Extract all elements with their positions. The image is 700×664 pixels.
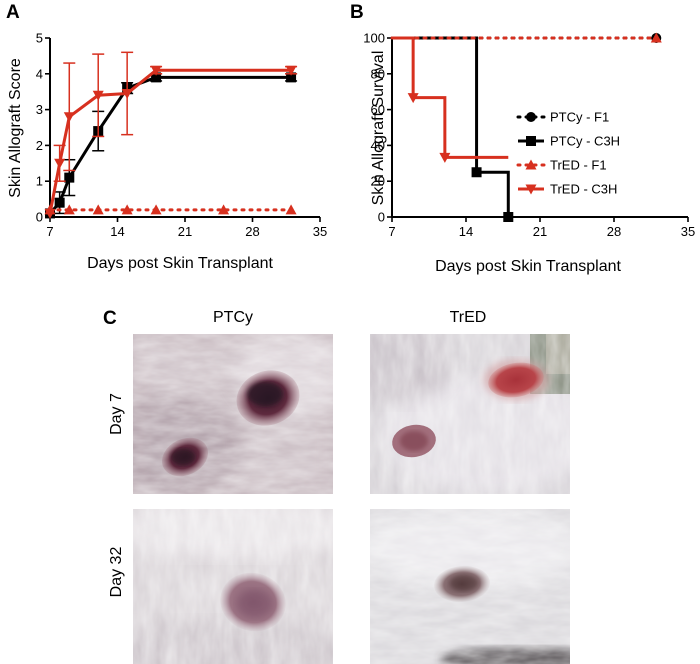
photo-col-label-ptcy: PTCy — [213, 309, 253, 326]
chart-b-legend-label: PTCy - F1 — [550, 110, 609, 125]
chart-b-legend-item: PTCy - C3H — [518, 134, 620, 149]
chart-a-y-tick-label: 2 — [36, 138, 43, 153]
chart-b-point — [503, 212, 514, 222]
chart-b-y-tick-label: 20 — [371, 174, 385, 189]
chart-b-series-3 — [392, 36, 509, 163]
chart-b-legend-marker — [525, 184, 537, 195]
chart-a-point — [285, 65, 297, 76]
chart-a-point — [150, 65, 162, 76]
chart-a-y-tick-label: 1 — [36, 174, 43, 189]
chart-a-y-tick-label: 5 — [36, 31, 43, 46]
chart-a-x-tick-label: 35 — [313, 224, 327, 239]
chart-b-legend: PTCy - F1 PTCy - C3H TrED - F1 TrED - C3H — [516, 110, 620, 197]
chart-a-ylabel: Skin Allograft Score — [7, 58, 24, 198]
photo-ptcy-day7 — [133, 334, 333, 494]
chart-a-xlabel: Days post Skin Transplant — [87, 255, 273, 272]
chart-b-ylabel: Skin Allograft Survival — [370, 51, 387, 206]
chart-b-legend-marker — [526, 136, 536, 146]
chart-a-point — [63, 112, 75, 123]
chart-a-point — [63, 204, 75, 215]
chart-a-series-2 — [44, 204, 297, 215]
chart-b-legend-marker — [525, 159, 537, 170]
chart-a-series-1 — [44, 51, 298, 219]
chart-b-legend-item: TrED - C3H — [518, 182, 617, 197]
chart-b-legend-label: TrED - C3H — [550, 182, 617, 197]
chart-a-x-tick-label: 28 — [245, 224, 259, 239]
panel-label-a: A — [6, 2, 20, 23]
chart-b-xlabel: Days post Skin Transplant — [435, 258, 621, 275]
chart-a-x-tick-label: 21 — [178, 224, 192, 239]
chart-b-y-tick-label: 100 — [363, 31, 385, 46]
chart-a-point — [150, 204, 162, 215]
photo-ptcy-day32 — [133, 509, 333, 664]
chart-b: Skin Allograft Survival Days post Skin T… — [363, 31, 695, 276]
chart-a-point — [151, 72, 162, 83]
chart-a-point — [54, 197, 65, 208]
chart-b-point — [650, 32, 662, 43]
chart-a-point — [218, 204, 230, 215]
chart-b-y-tick-label: 60 — [371, 102, 385, 117]
chart-b-x-tick-label: 14 — [459, 224, 473, 239]
chart-b-series-2 — [390, 32, 662, 43]
chart-a-y-tick-label: 0 — [36, 210, 43, 225]
chart-b-y-tick-label: 80 — [371, 66, 385, 81]
chart-a-point — [121, 204, 133, 215]
chart-a-y-tick-label: 3 — [36, 102, 43, 117]
chart-a-point — [64, 172, 75, 183]
chart-b-legend-item: TrED - F1 — [516, 158, 607, 173]
photo-row-label-day32: Day 32 — [108, 547, 125, 598]
chart-a-series-line — [48, 68, 292, 214]
chart-b-x-tick-label: 28 — [607, 224, 621, 239]
panel-label-c: C — [103, 308, 117, 329]
chart-b-legend-label: PTCy - C3H — [550, 134, 620, 149]
chart-b-legend-label: TrED - F1 — [550, 158, 607, 173]
chart-b-point — [439, 152, 451, 163]
chart-a-series-line — [48, 75, 292, 215]
chart-b-y-tick-label: 40 — [371, 138, 385, 153]
photo-tred-day32 — [370, 509, 570, 664]
chart-b-legend-marker — [526, 112, 536, 122]
chart-a-point — [121, 88, 133, 99]
chart-b-y-tick-label: 0 — [378, 210, 385, 225]
chart-a-point — [286, 72, 297, 83]
chart-b-x-tick-label: 35 — [681, 224, 695, 239]
chart-b-x-tick-label: 21 — [533, 224, 547, 239]
chart-a-point — [92, 204, 104, 215]
chart-a-x-tick-label: 7 — [46, 224, 53, 239]
chart-a-point — [44, 204, 56, 215]
chart-b-series-1 — [392, 36, 514, 222]
chart-a-x-tick-label: 14 — [110, 224, 124, 239]
chart-a-series-0 — [45, 72, 298, 219]
chart-b-x-tick-label: 7 — [388, 224, 395, 239]
chart-b-legend-item: PTCy - F1 — [516, 110, 609, 125]
chart-b-series-line — [392, 36, 509, 159]
panel-label-b: B — [350, 2, 364, 23]
photo-tred-day7 — [370, 334, 570, 494]
chart-a-y-tick-label: 4 — [36, 66, 43, 81]
chart-a-point — [54, 158, 66, 169]
chart-b-point — [471, 167, 482, 178]
chart-a-point — [92, 90, 104, 101]
chart-a: Skin Allograft Score Days post Skin Tran… — [7, 31, 327, 273]
chart-b-point — [407, 93, 419, 104]
photo-col-label-tred: TrED — [450, 309, 487, 326]
chart-b-series-line — [392, 36, 510, 217]
photo-row-label-day7: Day 7 — [108, 393, 125, 435]
chart-a-point — [285, 204, 297, 215]
